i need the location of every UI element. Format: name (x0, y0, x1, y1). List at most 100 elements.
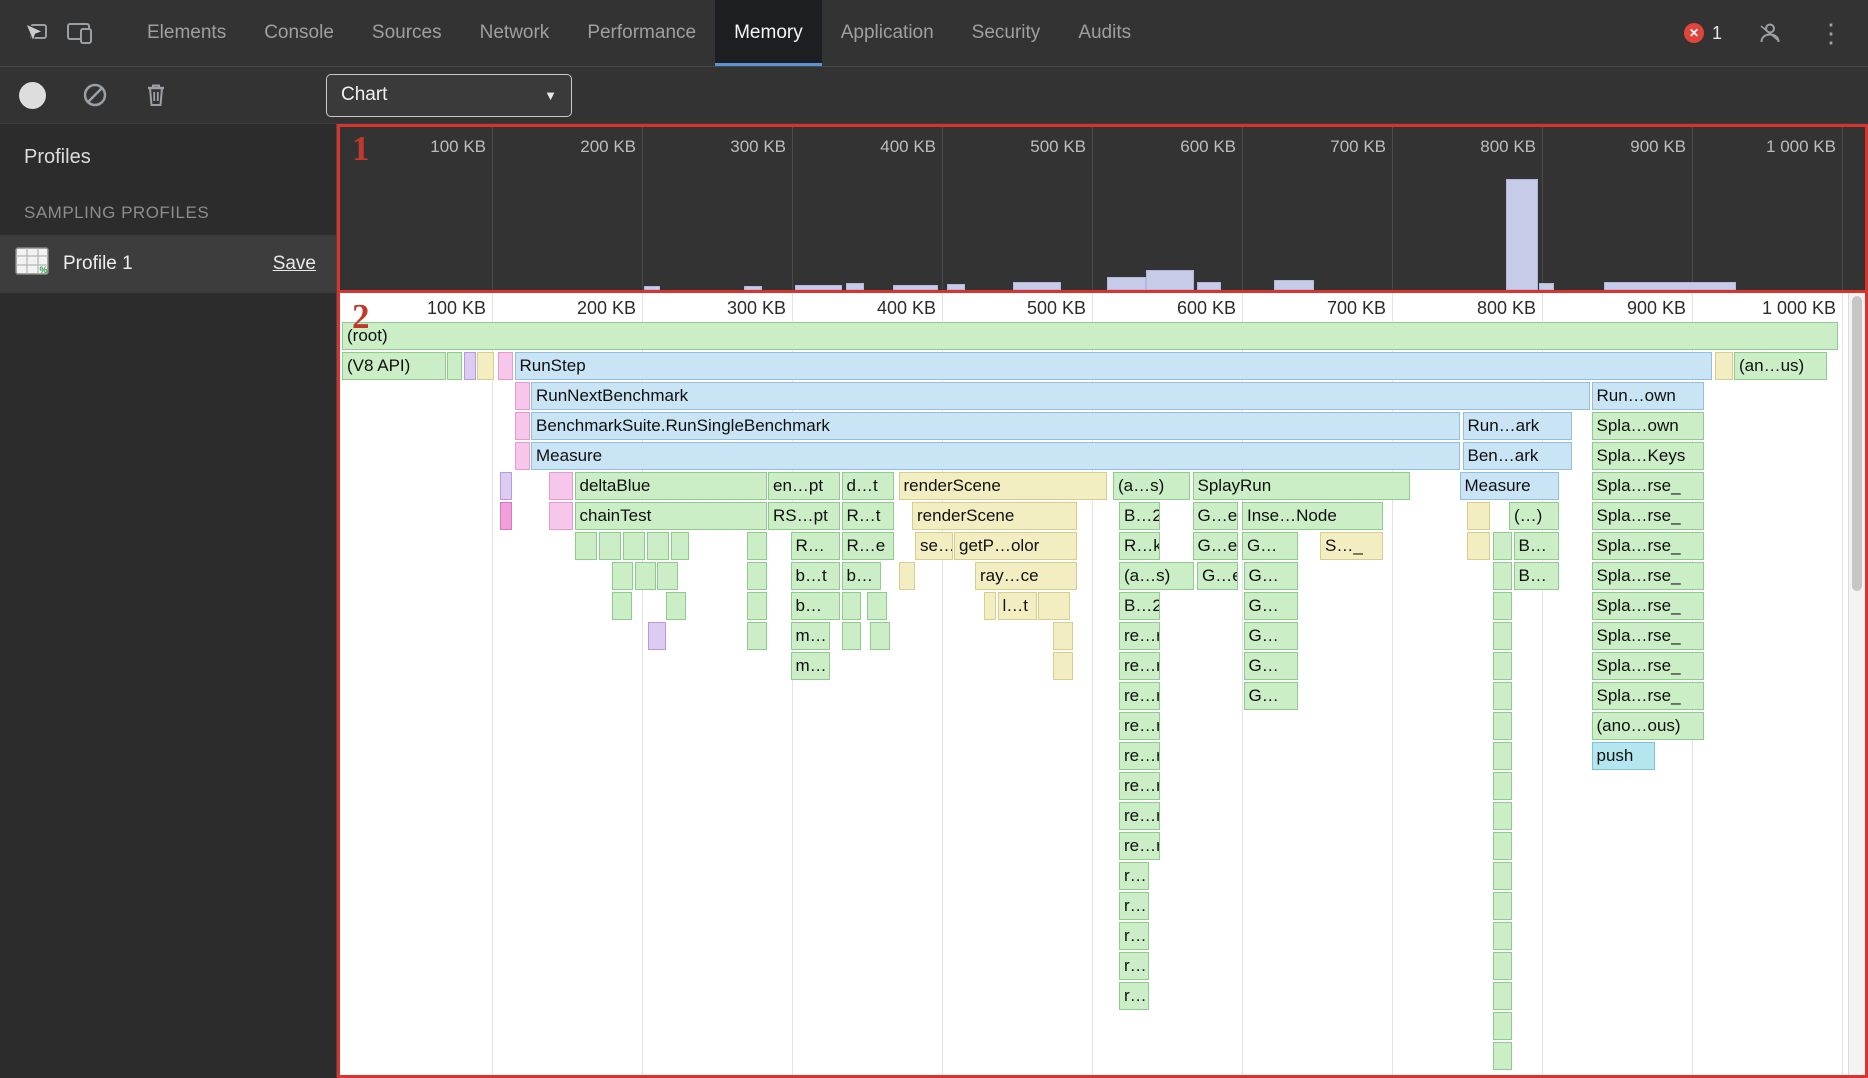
flame-node[interactable] (1492, 802, 1512, 830)
flame-node[interactable] (514, 382, 530, 410)
flame-node[interactable]: G… (1243, 562, 1298, 590)
flame-node[interactable]: Inse…Node (1242, 502, 1383, 530)
memory-histogram-bar[interactable] (643, 286, 660, 290)
flame-node[interactable]: BenchmarkSuite.RunSingleBenchmark (531, 412, 1460, 440)
flame-node[interactable]: b… (841, 562, 881, 590)
flame-node[interactable] (747, 592, 767, 620)
flame-node[interactable]: B…2 (1119, 592, 1160, 620)
flame-node[interactable]: re…r (1119, 802, 1160, 830)
flame-node[interactable] (747, 532, 767, 560)
flame-node[interactable] (1492, 952, 1512, 980)
flame-node[interactable]: r… (1119, 922, 1149, 950)
flame-node[interactable]: B…2 (1119, 502, 1160, 530)
flame-node[interactable]: re…r (1119, 622, 1160, 650)
flame-node[interactable]: (ano…ous) (1591, 712, 1704, 740)
tab-memory[interactable]: Memory (715, 0, 822, 66)
flame-chart-canvas[interactable]: 100 KB 200 KB 300 KB 400 KB 500 KB 600 KB 700 … (340, 293, 1865, 1075)
memory-histogram-bar[interactable] (744, 286, 762, 290)
flame-node[interactable] (747, 562, 767, 590)
flame-node[interactable]: R…e (841, 532, 894, 560)
flame-node[interactable]: Spla…rse_ (1591, 652, 1704, 680)
flame-node[interactable] (612, 562, 633, 590)
flame-node[interactable] (1038, 592, 1070, 620)
flame-node[interactable]: r… (1119, 982, 1149, 1010)
flame-node[interactable] (514, 442, 530, 470)
flame-node[interactable]: Spla…rse_ (1591, 502, 1704, 530)
flame-node[interactable]: m… (790, 622, 830, 650)
flame-node[interactable] (870, 622, 890, 650)
flame-node[interactable]: renderScene (912, 502, 1077, 530)
flame-node[interactable]: Spla…rse_ (1591, 682, 1704, 710)
flame-node[interactable]: (V8 API) (342, 352, 446, 380)
memory-overview-timeline[interactable]: 1 100 KB 200 KB 300 KB 400 KB 500 KB 600 KB 70… (337, 124, 1868, 293)
flame-node[interactable]: Run…ark (1462, 412, 1572, 440)
flame-node[interactable]: G… (1243, 592, 1298, 620)
flame-node[interactable]: SplayRun (1192, 472, 1410, 500)
flame-node[interactable] (747, 622, 767, 650)
flame-node[interactable] (841, 592, 861, 620)
flame-node[interactable]: B… (1513, 532, 1559, 560)
flame-node[interactable] (1492, 892, 1512, 920)
flame-node[interactable]: (a…s) (1113, 472, 1190, 500)
flame-node[interactable]: d…t (841, 472, 894, 500)
flame-node[interactable]: Spla…rse_ (1591, 622, 1704, 650)
clear-profiles-icon[interactable] (82, 82, 108, 108)
flame-node[interactable] (499, 472, 512, 500)
flame-node[interactable]: se…l (915, 532, 953, 560)
flame-node[interactable]: R… (790, 532, 840, 560)
flame-node[interactable]: (…) (1509, 502, 1559, 530)
flame-node[interactable] (598, 532, 621, 560)
flame-node[interactable] (1492, 532, 1512, 560)
flame-node[interactable]: m… (790, 652, 830, 680)
error-badge[interactable]: ✕ 1 (1683, 23, 1722, 44)
flame-node[interactable]: b…t (790, 562, 840, 590)
flame-node[interactable]: Ben…ark (1462, 442, 1572, 470)
flame-node[interactable]: R…t (841, 502, 894, 530)
flame-node[interactable] (1467, 502, 1490, 530)
flame-node[interactable] (549, 502, 573, 530)
flame-node[interactable] (574, 532, 597, 560)
memory-histogram-bar[interactable] (846, 283, 864, 290)
flame-node[interactable] (898, 562, 915, 590)
memory-histogram-bar[interactable] (1012, 282, 1061, 290)
allocation-flame-chart[interactable]: 2 100 KB 200 KB 300 KB 400 KB 500 KB 600 KB 70… (337, 290, 1868, 1078)
tab-sources[interactable]: Sources (371, 22, 442, 43)
flame-node[interactable] (1492, 682, 1512, 710)
flame-node[interactable] (1053, 652, 1073, 680)
memory-histogram-bar[interactable] (1273, 280, 1314, 290)
flame-node[interactable]: chainTest (574, 502, 767, 530)
flame-node[interactable] (984, 592, 996, 620)
flame-node[interactable]: re…r (1119, 652, 1160, 680)
flame-node[interactable] (1492, 652, 1512, 680)
flame-node[interactable]: G…e (1197, 562, 1238, 590)
memory-histogram-bar[interactable] (892, 285, 938, 290)
profile-view-select[interactable]: Chart ▼ (326, 73, 572, 117)
flame-chart-scrollbar[interactable] (1848, 293, 1865, 1075)
flame-node[interactable] (634, 562, 656, 590)
flame-node[interactable]: Spla…rse_ (1591, 532, 1704, 560)
flame-node[interactable]: push (1591, 742, 1655, 770)
flame-node[interactable] (1492, 562, 1512, 590)
flame-node[interactable] (549, 472, 573, 500)
memory-histogram-bar[interactable] (1146, 270, 1194, 290)
flame-node[interactable] (477, 352, 494, 380)
flame-node[interactable]: Spla…rse_ (1591, 472, 1704, 500)
flame-node[interactable] (612, 592, 632, 620)
flame-node[interactable]: Spla…Keys (1591, 442, 1704, 470)
scrollbar-thumb[interactable] (1852, 296, 1862, 591)
flame-node[interactable] (499, 502, 512, 530)
flame-node[interactable] (1492, 622, 1512, 650)
flame-node[interactable] (463, 352, 476, 380)
memory-histogram-bar[interactable] (1603, 282, 1736, 290)
flame-node[interactable] (670, 532, 689, 560)
tab-elements[interactable]: Elements (147, 22, 227, 43)
flame-node[interactable]: Measure (1459, 472, 1559, 500)
flame-node[interactable] (867, 592, 887, 620)
flame-node[interactable]: G… (1243, 622, 1298, 650)
inspect-element-icon[interactable] (14, 11, 58, 55)
flame-node[interactable]: en…pt (768, 472, 840, 500)
memory-histogram-bar[interactable] (1107, 277, 1146, 290)
flame-node[interactable] (1492, 922, 1512, 950)
save-link[interactable]: Save (272, 253, 316, 274)
flame-node[interactable]: (a…s) (1119, 562, 1194, 590)
